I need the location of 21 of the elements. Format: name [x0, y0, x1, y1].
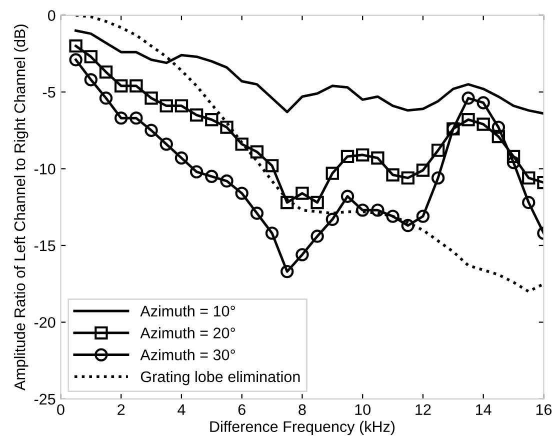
y-tick-label: -15 [34, 240, 56, 252]
y-tick-label: -5 [42, 87, 56, 98]
y-axis-title: Amplitude Ratio of Left Channel to Right Channel (dB) [14, 24, 28, 390]
x-tick-label: 6 [238, 404, 246, 416]
y-tick-label: 0 [48, 10, 56, 21]
x-tick-label: 12 [416, 404, 431, 415]
x-axis-title: Difference Frequency (kHz) [210, 420, 395, 436]
legend-label: Grating lobe elimination [140, 370, 300, 386]
y-tick-label: -25 [34, 394, 56, 405]
x-tick-label: 2 [118, 404, 125, 415]
y-tick-label: -20 [34, 317, 56, 328]
x-tick-label: 4 [178, 404, 186, 415]
x-tick-label: 14 [476, 404, 492, 415]
legend-label: Azimuth = 30° [140, 349, 235, 360]
x-tick-label: 8 [298, 404, 306, 416]
legend-label: Azimuth = 20° [140, 327, 235, 338]
x-tick-label: 10 [355, 404, 370, 416]
legend-label: Azimuth = 10° [140, 305, 235, 317]
y-tick-label: -10 [34, 164, 56, 174]
x-tick-label: 0 [57, 404, 64, 416]
x-tick-label: 16 [536, 404, 552, 416]
